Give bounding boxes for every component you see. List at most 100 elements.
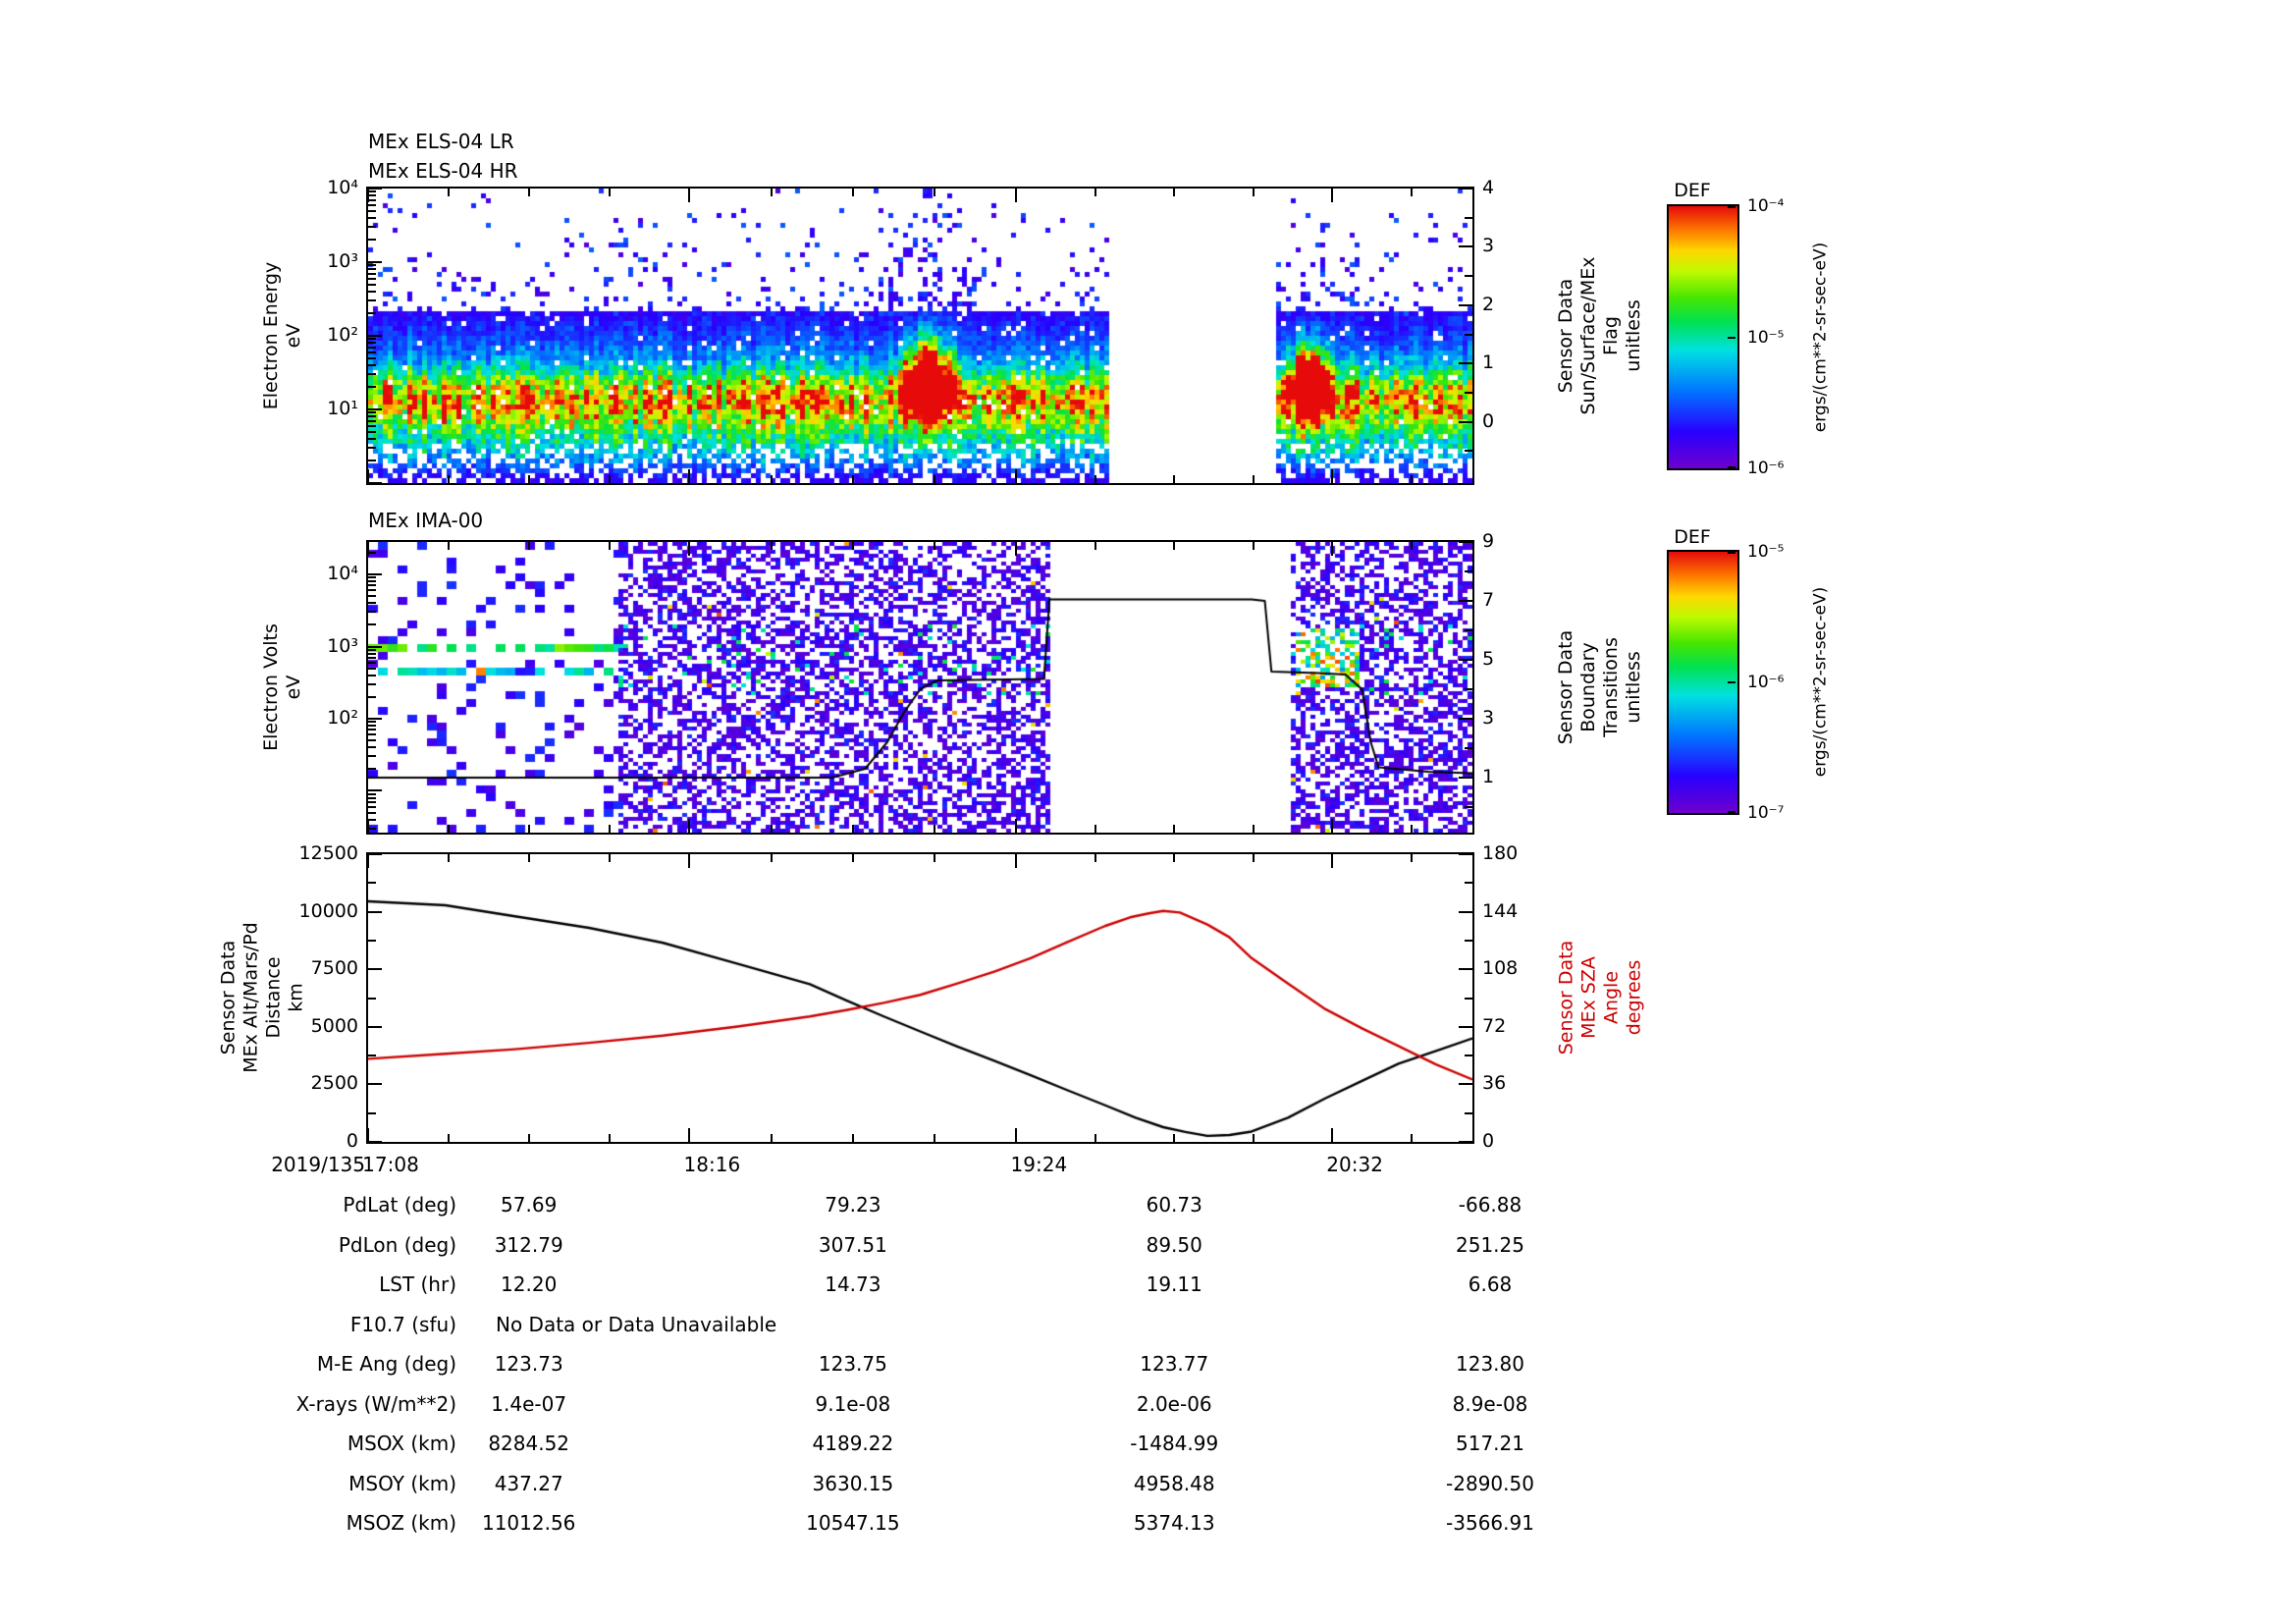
x-tick-label: 20:32 <box>1326 1153 1383 1176</box>
axis-tick <box>1410 542 1413 550</box>
axis-tick <box>368 739 376 742</box>
axis-tick <box>368 419 376 422</box>
axis-tick <box>1459 188 1472 189</box>
axis-tick <box>368 342 376 345</box>
axis-tick <box>368 796 376 799</box>
axis-tick <box>1331 189 1334 202</box>
axis-tick <box>368 733 376 736</box>
table-row-label: MSOZ (km) <box>346 1511 456 1535</box>
y-tick-label: 10000 <box>298 899 358 922</box>
axis-tick <box>1459 777 1472 779</box>
table-cell: -66.88 <box>1458 1193 1522 1217</box>
y-tick-label: 7 <box>1482 589 1495 611</box>
axis-tick <box>368 602 376 605</box>
table-cell: -1484.99 <box>1130 1432 1219 1455</box>
axis-tick <box>1252 854 1255 862</box>
axis-tick <box>1410 825 1413 833</box>
axis-tick <box>447 825 450 833</box>
axis-tick <box>1459 245 1472 248</box>
y-tick-label: 1 <box>1482 766 1495 787</box>
axis-tick <box>1173 825 1176 833</box>
axis-tick <box>1465 747 1472 749</box>
y-tick-label: 10² <box>327 324 358 346</box>
axis-tick <box>608 475 611 483</box>
y-tick-label: 10³ <box>327 634 358 657</box>
axis-label-line: MEx Alt/Mars/Pd <box>240 922 262 1073</box>
axis-tick <box>770 854 773 862</box>
axis-tick <box>934 1134 936 1142</box>
table-row-label: LST (hr) <box>379 1272 456 1296</box>
table-cell: 8.9e-08 <box>1452 1391 1528 1416</box>
axis-tick <box>1459 1083 1472 1086</box>
table-row-label: X-rays (W/m**2) <box>295 1391 456 1416</box>
axis-tick <box>688 189 691 202</box>
y-tick-label: 180 <box>1482 842 1519 864</box>
axis-tick <box>368 351 376 353</box>
axis-label-line: Electron Volts <box>260 623 282 751</box>
axis-tick <box>1728 681 1735 683</box>
y-tick-label: 2500 <box>310 1072 358 1095</box>
axis-tick <box>1094 475 1096 483</box>
els-plot-frame <box>366 187 1474 485</box>
axis-tick <box>1465 688 1472 690</box>
axis-tick <box>368 997 376 1000</box>
axis-tick <box>368 408 382 410</box>
axis-tick <box>1728 466 1735 468</box>
axis-tick <box>368 611 376 614</box>
axis-tick <box>368 789 382 792</box>
table-cell: 11012.56 <box>481 1511 576 1535</box>
axis-tick <box>1459 362 1472 365</box>
sza-right-axis-label: Sensor Data MEx SZA Angle degrees <box>1556 854 1646 1142</box>
axis-tick <box>368 674 376 676</box>
axis-tick <box>368 573 382 576</box>
table-cell: 8284.52 <box>488 1432 570 1455</box>
axis-tick <box>368 576 376 579</box>
axis-tick <box>368 188 382 189</box>
x-tick-label: 17:08 <box>362 1153 419 1176</box>
axis-tick <box>368 209 376 212</box>
axis-tick <box>1465 1111 1472 1114</box>
axis-tick <box>527 189 530 196</box>
table-cell: 4958.48 <box>1133 1471 1215 1495</box>
axis-label-line: Angle <box>1600 970 1623 1025</box>
axis-label-line: degrees <box>1623 959 1645 1036</box>
els-right-axis-label: Sensor Data Sun/Surface/MEx Flag unitles… <box>1555 189 1645 483</box>
table-cell: -2890.50 <box>1446 1471 1534 1495</box>
axis-tick <box>851 1134 854 1142</box>
axis-label-line: Boundary <box>1577 642 1599 732</box>
axis-tick <box>1410 475 1413 483</box>
axis-label-line: Sun/Surface/MEx <box>1577 256 1599 415</box>
axis-tick <box>1728 336 1735 339</box>
axis-tick <box>368 1083 382 1086</box>
axis-tick <box>368 261 382 263</box>
axis-tick <box>368 805 376 808</box>
axis-tick <box>367 1128 369 1142</box>
y-tick-label: 4 <box>1482 177 1495 198</box>
axis-tick <box>368 648 376 651</box>
axis-tick <box>367 542 369 556</box>
y-tick-label: 10⁴ <box>327 177 358 198</box>
axis-tick <box>1465 391 1472 394</box>
table-cell: 307.51 <box>818 1232 887 1257</box>
table-row-label: MSOX (km) <box>347 1432 456 1455</box>
axis-tick <box>1459 853 1472 855</box>
axis-tick <box>368 198 376 201</box>
axis-tick <box>1465 333 1472 336</box>
axis-tick <box>1465 629 1472 631</box>
axis-tick <box>368 190 376 193</box>
axis-tick <box>368 818 376 821</box>
colorbar-tick-label: 10⁻⁵ <box>1747 327 1785 348</box>
axis-tick <box>1459 1025 1472 1028</box>
axis-tick <box>368 338 376 341</box>
y-tick-label: 144 <box>1482 899 1519 922</box>
axis-tick <box>368 283 376 286</box>
axis-tick <box>1465 882 1472 885</box>
table-cell: 3630.15 <box>812 1471 894 1495</box>
axis-tick <box>1252 189 1255 196</box>
axis-tick <box>368 373 376 376</box>
axis-tick <box>1173 475 1176 483</box>
axis-tick <box>368 746 376 749</box>
axis-tick <box>688 819 691 833</box>
axis-tick <box>688 854 691 868</box>
y-tick-label: 9 <box>1482 530 1495 552</box>
